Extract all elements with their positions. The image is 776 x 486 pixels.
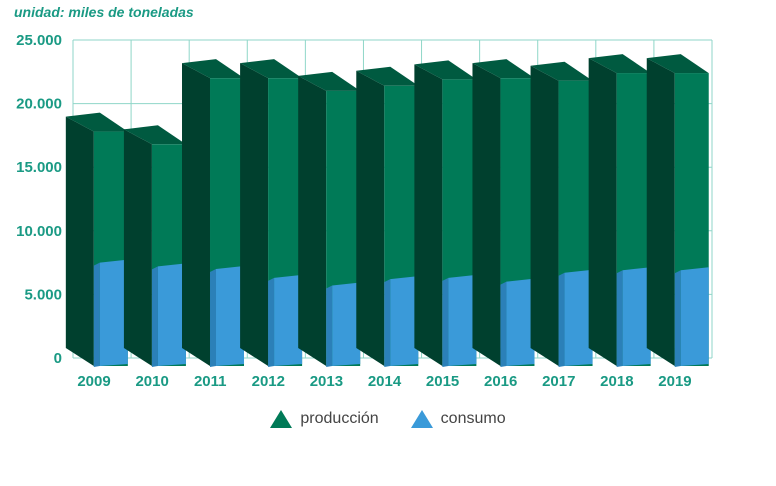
bar-produccion-side bbox=[414, 64, 443, 366]
y-tick-label: 15.000 bbox=[16, 159, 62, 176]
bar-consumo bbox=[506, 278, 535, 366]
bar-produccion-top bbox=[588, 54, 651, 74]
bar-produccion-side bbox=[530, 65, 559, 366]
bar-consumo bbox=[622, 267, 651, 366]
bar-consumo-side bbox=[93, 262, 100, 367]
bar-produccion-side bbox=[182, 63, 211, 366]
x-tick-label: 2019 bbox=[658, 373, 691, 390]
bar-produccion-side bbox=[646, 58, 675, 367]
bar-produccion-top bbox=[240, 59, 303, 79]
bar-consumo bbox=[332, 282, 361, 366]
bar-produccion-side bbox=[65, 116, 94, 366]
bar-consumo-side bbox=[151, 266, 158, 367]
bar-consumo-side bbox=[326, 285, 333, 367]
x-tick-label: 2009 bbox=[77, 373, 110, 390]
y-tick-label: 0 bbox=[54, 350, 62, 367]
bar-consumo-side bbox=[384, 279, 391, 367]
bar-produccion-top bbox=[356, 66, 419, 86]
y-tick-label: 10.000 bbox=[16, 223, 62, 240]
bar-produccion-top bbox=[472, 59, 535, 79]
x-tick-label: 2011 bbox=[194, 373, 227, 390]
x-tick-label: 2016 bbox=[484, 373, 517, 390]
bar-consumo-side bbox=[268, 277, 275, 367]
bar-consumo-side bbox=[210, 268, 217, 367]
bar-produccion-top bbox=[646, 54, 709, 74]
bar-consumo-side bbox=[442, 277, 449, 367]
x-tick-label: 2010 bbox=[135, 373, 168, 390]
x-tick-label: 2015 bbox=[426, 373, 459, 390]
x-tick-label: 2013 bbox=[310, 373, 343, 390]
bar-produccion-side bbox=[588, 58, 617, 367]
legend: producción consumo bbox=[0, 410, 776, 428]
bar-consumo bbox=[157, 263, 186, 366]
bar-consumo bbox=[216, 265, 245, 366]
y-tick-label: 20.000 bbox=[16, 96, 62, 113]
bar-produccion-side bbox=[240, 63, 269, 366]
bar-produccion-side bbox=[123, 129, 152, 366]
bar-produccion-top bbox=[414, 60, 477, 80]
bar-produccion-top bbox=[530, 61, 593, 81]
bar-produccion-top bbox=[123, 125, 186, 145]
y-tick-label: 25.000 bbox=[16, 32, 62, 49]
bar-consumo bbox=[99, 259, 128, 366]
bar-consumo-side bbox=[674, 270, 681, 367]
x-tick-label: 2012 bbox=[252, 373, 285, 390]
legend-label-consumo: consumo bbox=[440, 410, 506, 427]
bar-produccion-top bbox=[182, 59, 245, 79]
bar-consumo-side bbox=[558, 272, 565, 367]
x-tick-label: 2017 bbox=[542, 373, 575, 390]
bar-chart: 0 5.000 10.000 15.000 20.000 25.000 2009 2010 20… bbox=[16, 32, 713, 390]
unit-note: unidad: miles de toneladas bbox=[14, 4, 194, 20]
bar-produccion-side bbox=[472, 63, 501, 366]
bar-consumo-side bbox=[500, 281, 507, 367]
triangle-icon bbox=[270, 410, 293, 428]
x-tick-label: 2014 bbox=[368, 373, 402, 390]
bar-consumo bbox=[564, 269, 593, 366]
triangle-icon bbox=[410, 410, 433, 428]
bar-consumo bbox=[680, 267, 709, 366]
x-tick-label: 2018 bbox=[600, 373, 633, 390]
bar-produccion-top bbox=[298, 71, 361, 91]
legend-item-produccion: producción bbox=[270, 410, 379, 428]
legend-item-consumo: consumo bbox=[410, 410, 506, 428]
bar-produccion-top bbox=[65, 112, 128, 132]
bar-consumo bbox=[448, 274, 477, 366]
bar-consumo bbox=[390, 276, 419, 366]
bar-produccion-side bbox=[356, 70, 385, 367]
bar-produccion-side bbox=[298, 75, 327, 366]
legend-label-produccion: producción bbox=[300, 410, 379, 427]
bar-consumo-side bbox=[616, 270, 623, 367]
y-tick-label: 5.000 bbox=[24, 286, 62, 303]
bar-consumo bbox=[274, 274, 303, 366]
